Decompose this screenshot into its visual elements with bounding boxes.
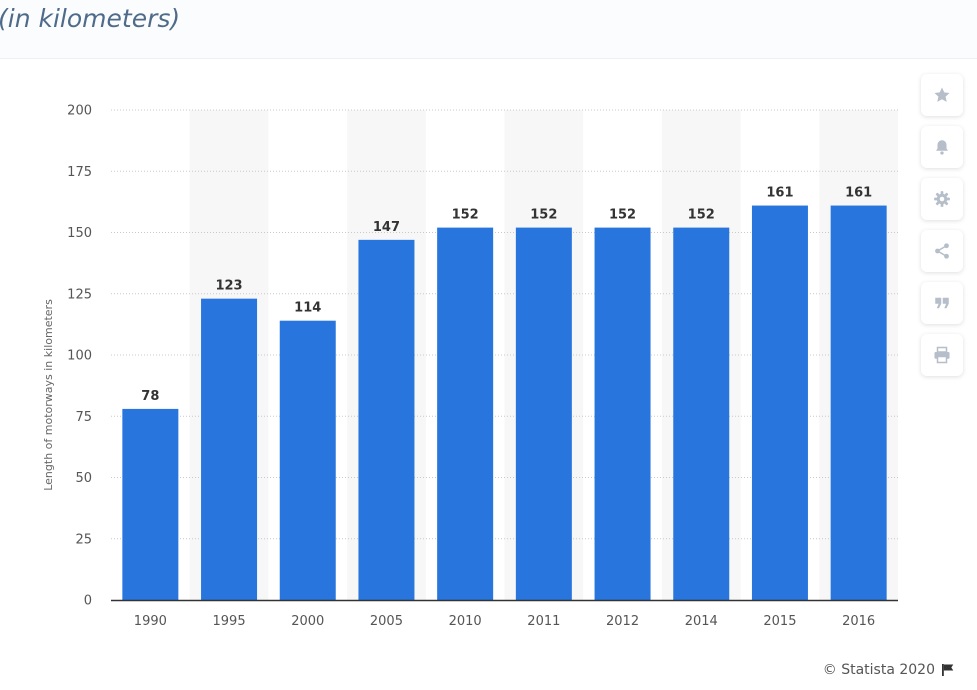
data-label: 152 [452,208,479,223]
flag-icon[interactable] [941,663,955,677]
gear-icon [934,191,950,207]
data-label: 123 [215,279,242,294]
bar[interactable] [279,320,336,600]
favorite-button[interactable] [921,74,963,116]
y-tick-label: 100 [67,349,92,364]
bar[interactable] [594,227,651,600]
x-tick-labels: 1990 1995 2000 2005 2010 2011 2012 2014 2015 2016 [134,614,875,629]
y-tick-label: 175 [67,165,92,180]
x-tick-label: 2010 [449,614,482,629]
y-tick-label: 150 [67,226,92,241]
data-label: 152 [688,208,715,223]
x-tick-label: 2014 [685,614,718,629]
data-label: 78 [141,389,159,404]
bar[interactable] [201,298,258,600]
chart-subtitle: (in kilometers) [0,4,181,33]
data-label: 161 [845,186,872,201]
x-tick-label: 2000 [291,614,324,629]
bar[interactable] [673,227,730,600]
y-tick-label: 75 [75,410,92,425]
bar[interactable] [751,205,808,601]
y-tick-label: 200 [67,104,92,119]
x-tick-label: 2015 [763,614,796,629]
x-tick-label: 1995 [213,614,246,629]
printer-icon [934,346,950,364]
x-tick-label: 2016 [842,614,875,629]
star-icon [934,87,950,102]
gridlines [111,109,898,540]
print-button[interactable] [921,334,963,376]
y-axis-title: Length of motorways in kilometers [42,299,55,491]
data-label: 147 [373,220,400,235]
data-label: 152 [530,208,557,223]
bars [122,205,887,601]
footer: © Statista 2020 [823,662,955,678]
y-tick-label: 50 [75,471,92,486]
copyright-text[interactable]: © Statista 2020 [822,662,935,678]
settings-button[interactable] [921,178,963,220]
y-tick-label: 0 [84,594,92,609]
data-labels: 78 123 114 147 152 152 152 152 161 161 [141,186,872,404]
y-tick-label: 25 [75,532,92,547]
bar[interactable] [358,239,415,600]
x-tick-label: 2005 [370,614,403,629]
bar-chart: 78 123 114 147 152 152 152 152 161 161 0 25 50 75 100… [42,104,898,629]
bar[interactable] [122,408,179,600]
data-label: 114 [294,301,321,316]
x-tick-label: 2011 [527,614,560,629]
quote-icon [935,297,949,309]
share-button[interactable] [921,230,963,272]
y-tick-labels: 0 25 50 75 100 125 150 175 200 [67,104,92,609]
x-tick-label: 1990 [134,614,167,629]
x-tick-label: 2012 [606,614,639,629]
cite-button[interactable] [921,282,963,324]
notification-button[interactable] [921,126,963,168]
data-label: 161 [766,186,793,201]
chart-area: 78 123 114 147 152 152 152 152 161 161 0 25 50 75 100… [0,60,977,690]
bell-icon [936,140,948,155]
bar[interactable] [437,227,494,600]
bar[interactable] [515,227,572,600]
header-strip: (in kilometers) [0,0,977,59]
y-tick-label: 125 [67,287,92,302]
data-label: 152 [609,208,636,223]
share-icon [935,243,949,259]
bar[interactable] [830,205,887,601]
